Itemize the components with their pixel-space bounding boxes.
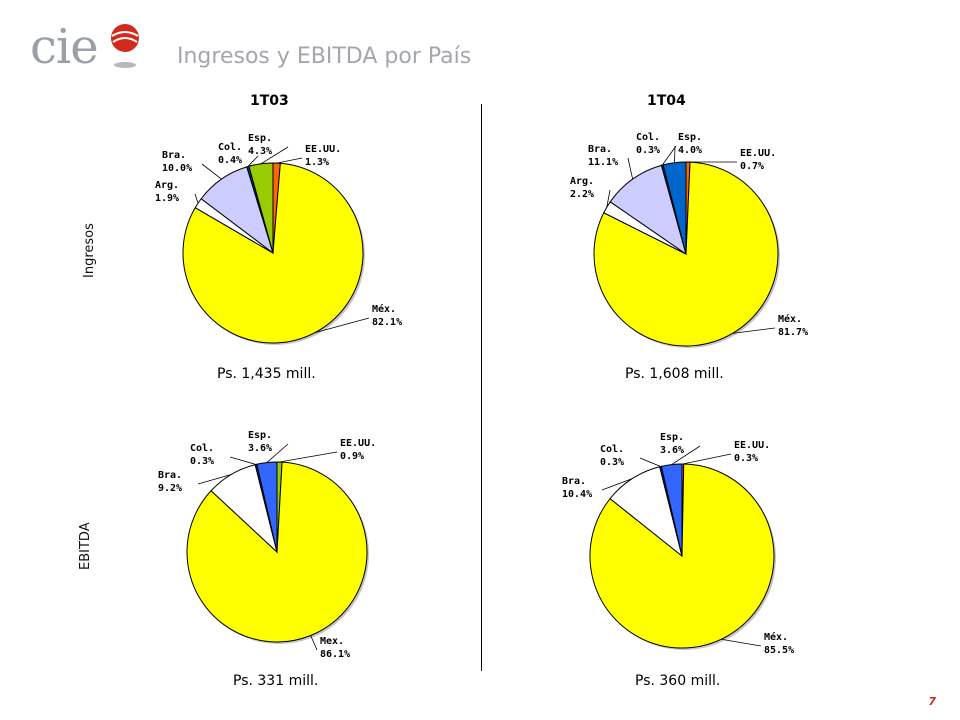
chart-total-ebitda-1t04: Ps. 360 mill. <box>635 673 721 689</box>
slice-value-label: 0.3% <box>600 457 624 468</box>
leader-line <box>639 457 661 467</box>
slice-value-label: 3.6% <box>660 445 684 456</box>
leader-line <box>732 327 776 334</box>
slice-value-label: 82.1% <box>372 317 402 328</box>
slice-label: Bra. <box>162 150 186 161</box>
leader-line <box>601 478 633 491</box>
slice-label: Arg. <box>570 176 594 187</box>
leader-line <box>627 157 634 180</box>
slice-label: Bra. <box>588 144 612 155</box>
leader-line <box>197 474 232 485</box>
leader-line <box>314 317 370 334</box>
slice-label: Arg. <box>155 180 179 191</box>
slice-value-label: 1.3% <box>305 157 329 168</box>
slice-label: Bra. <box>158 470 182 481</box>
leader-line <box>266 443 289 463</box>
row-label-ebitda: EBITDA <box>78 522 93 570</box>
pie-chart-ingresos-1t04: EE.UU. 0.7% Méx. 81.7% Arg. 2.2% Bra. 11.1% Col.… <box>570 132 808 348</box>
leader-line <box>247 155 259 167</box>
slice-value-label: 0.3% <box>190 456 214 467</box>
slice-value-label: 9.2% <box>158 483 182 494</box>
slice-label: EE.UU. <box>734 440 770 451</box>
slice-label: Méx. <box>764 631 788 643</box>
slice-label: Col. <box>218 142 242 153</box>
leader-line <box>661 145 677 166</box>
chart-total-ingresos-1t04: Ps. 1,608 mill. <box>625 366 724 382</box>
cie-logo: cie <box>30 18 150 76</box>
slice-label: Bra. <box>562 476 586 487</box>
leader-line <box>606 189 611 208</box>
leader-line <box>279 451 338 463</box>
chart-total-ingresos-1t03: Ps. 1,435 mill. <box>217 366 316 382</box>
slice-value-label: 10.4% <box>562 489 592 500</box>
pie-slice-bra <box>609 164 687 256</box>
leader-line <box>194 193 199 204</box>
leader-line <box>201 163 222 180</box>
chart-total-ebitda-1t03: Ps. 331 mill. <box>233 673 319 689</box>
slice-value-label: 3.6% <box>248 443 272 454</box>
leader-line <box>260 146 289 165</box>
slice-value-label: 1.9% <box>155 193 179 204</box>
slice-label: Esp. <box>248 430 272 441</box>
slice-label: Mex. <box>320 636 344 647</box>
page-number: 7 <box>928 695 936 708</box>
slice-label: Col. <box>600 444 624 455</box>
leader-line <box>310 635 318 651</box>
pie-chart-ebitda-1t03: EE.UU. 0.9% Mex. 86.1% Bra. 9.2% Col. 0.3% Esp. 3… <box>158 430 376 660</box>
leader-line <box>229 456 257 465</box>
column-title-1t03: 1T03 <box>250 93 289 109</box>
slice-label: Méx. <box>372 303 396 315</box>
leader-line <box>682 453 732 465</box>
pie-chart-ebitda-1t04: EE.UU. 0.3% Méx. 85.5% Bra. 10.4% Col. 0.3% Esp.… <box>562 432 794 656</box>
slice-label: EE.UU. <box>740 148 776 159</box>
slice-value-label: 0.7% <box>740 161 764 172</box>
page-title: Ingresos y EBITDA por País <box>177 44 472 69</box>
logo-text: cie <box>30 19 99 75</box>
slice-value-label: 0.9% <box>340 451 364 462</box>
slice-value-label: 0.3% <box>734 453 758 464</box>
column-title-1t04: 1T04 <box>647 93 686 109</box>
logo-emblem-icon <box>111 24 139 68</box>
slice-label: Esp. <box>660 432 684 443</box>
slice-label: Col. <box>190 443 214 454</box>
slice-value-label: 0.4% <box>218 155 242 166</box>
pie-chart-ingresos-1t03: EE.UU. 1.3% Méx. 82.1% Arg. 1.9% Bra. 10.0% Col.… <box>155 133 402 345</box>
leader-line <box>721 638 762 647</box>
slice-value-label: 81.7% <box>778 327 808 338</box>
slice-label: EE.UU. <box>340 438 376 449</box>
slice-value-label: 0.3% <box>636 145 660 156</box>
slice-label: Esp. <box>248 133 272 144</box>
leader-line <box>671 445 701 465</box>
slice-label: Esp. <box>678 132 702 143</box>
slice-label: Méx. <box>778 313 802 325</box>
slice-value-label: 4.3% <box>248 146 272 157</box>
leader-line <box>674 145 676 163</box>
slice-value-label: 4.0% <box>678 145 702 156</box>
row-label-ingresos: Ingresos <box>82 223 97 278</box>
slice-value-label: 2.2% <box>570 189 594 200</box>
slice-value-label: 85.5% <box>764 645 794 656</box>
slice-value-label: 10.0% <box>162 163 192 174</box>
column-divider <box>481 104 482 671</box>
slice-value-label: 86.1% <box>320 649 350 660</box>
slice-label: Col. <box>636 132 660 143</box>
slice-value-label: 11.1% <box>588 157 618 168</box>
leader-line <box>276 157 303 164</box>
slice-label: EE.UU. <box>305 144 341 155</box>
